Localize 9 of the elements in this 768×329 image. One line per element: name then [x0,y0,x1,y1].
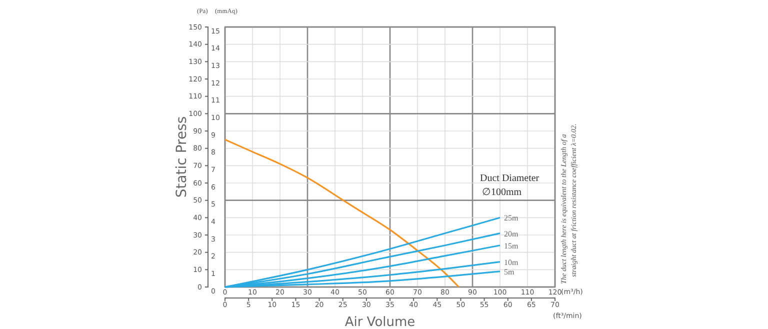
series-label: 10m [504,258,519,267]
series-label: 5m [504,267,515,276]
annotation: ∅100mm [482,187,522,198]
x-axis-title: Air Volume [344,315,416,329]
series-label: 25m [504,214,519,223]
series-label: 15m [504,241,519,250]
series-label: 20m [504,229,519,238]
annotation: Duct Diameter [480,173,540,184]
y-axis-title: Static Press [174,116,190,198]
